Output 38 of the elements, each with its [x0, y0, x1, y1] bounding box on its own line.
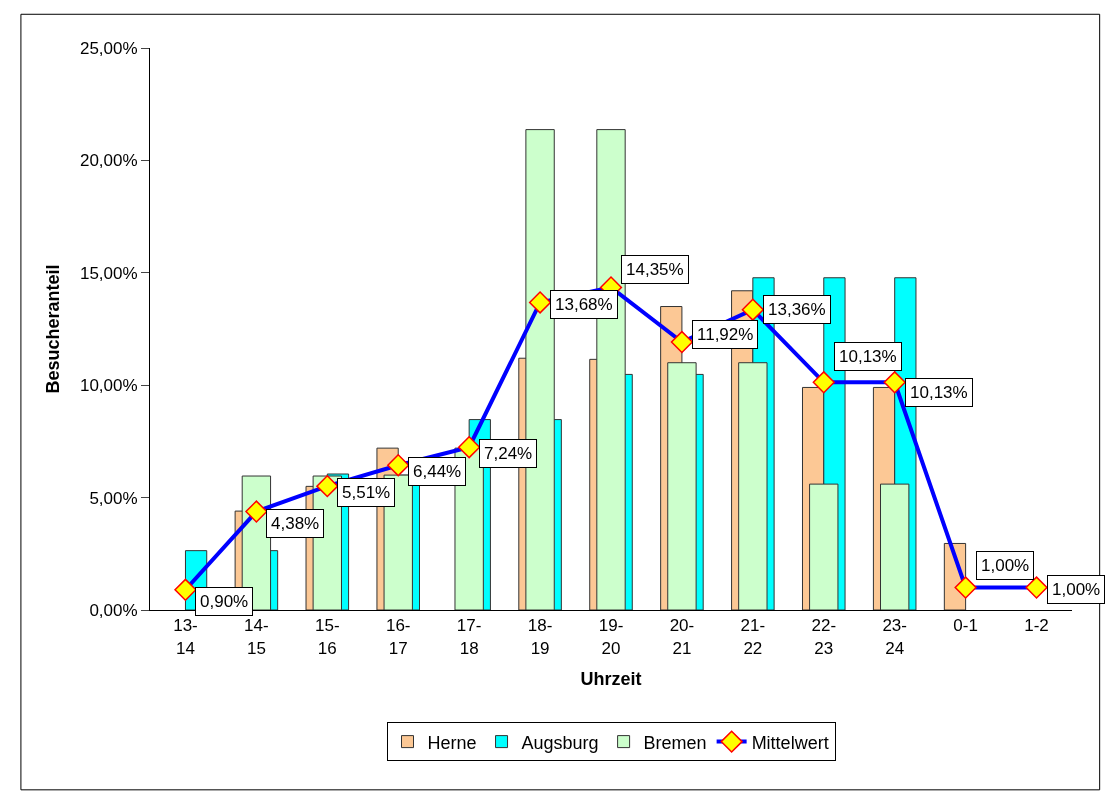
- data-label: 4,38%: [271, 514, 320, 533]
- data-label: 7,24%: [484, 444, 533, 463]
- x-tick-label: 21- 22: [740, 616, 766, 658]
- x-tick-label: 0-1: [953, 616, 978, 636]
- y-tick-label: 10,00%: [79, 376, 138, 396]
- y-axis-title: Besucheranteil: [43, 264, 64, 394]
- data-label: 10,13%: [910, 383, 968, 402]
- x-tick-label: 14- 15: [244, 616, 269, 658]
- data-label: 5,51%: [342, 483, 391, 502]
- x-tick-label: 20- 21: [669, 616, 695, 658]
- x-tick-label: 23- 24: [882, 616, 907, 658]
- x-axis-title: Uhrzeit: [580, 668, 642, 689]
- data-label: 6,44%: [413, 462, 462, 481]
- data-label: 0,90%: [200, 592, 249, 611]
- x-tick-label: 18- 19: [527, 616, 553, 658]
- x-tick-label: 17- 18: [456, 616, 482, 658]
- x-tick-label: 22- 23: [811, 616, 837, 658]
- x-tick-label: 19- 20: [598, 616, 624, 658]
- data-label: 1,00%: [981, 556, 1030, 575]
- x-tick-label: 16- 17: [385, 616, 411, 658]
- y-tick-label: 5,00%: [89, 488, 138, 508]
- x-tick-label: 1-2: [1024, 616, 1049, 636]
- data-label: 13,36%: [768, 300, 826, 319]
- legend-label: Bremen: [643, 732, 707, 753]
- data-label: 14,35%: [626, 260, 684, 279]
- legend-label: Augsburg: [521, 732, 599, 753]
- y-tick-label: 0,00%: [89, 600, 138, 620]
- y-tick-label: 20,00%: [79, 151, 138, 171]
- data-label: 11,92%: [697, 325, 754, 344]
- data-label: 10,13%: [839, 347, 897, 366]
- legend-label: Herne: [427, 732, 477, 753]
- x-tick-label: 13- 14: [173, 616, 198, 658]
- legend-label: Mittelwert: [751, 732, 829, 753]
- x-tick-label: 15- 16: [315, 616, 340, 658]
- y-tick-label: 15,00%: [79, 263, 138, 283]
- y-tick-label: 25,00%: [79, 38, 138, 58]
- data-label: 1,00%: [1052, 580, 1101, 599]
- data-label: 13,68%: [555, 295, 613, 314]
